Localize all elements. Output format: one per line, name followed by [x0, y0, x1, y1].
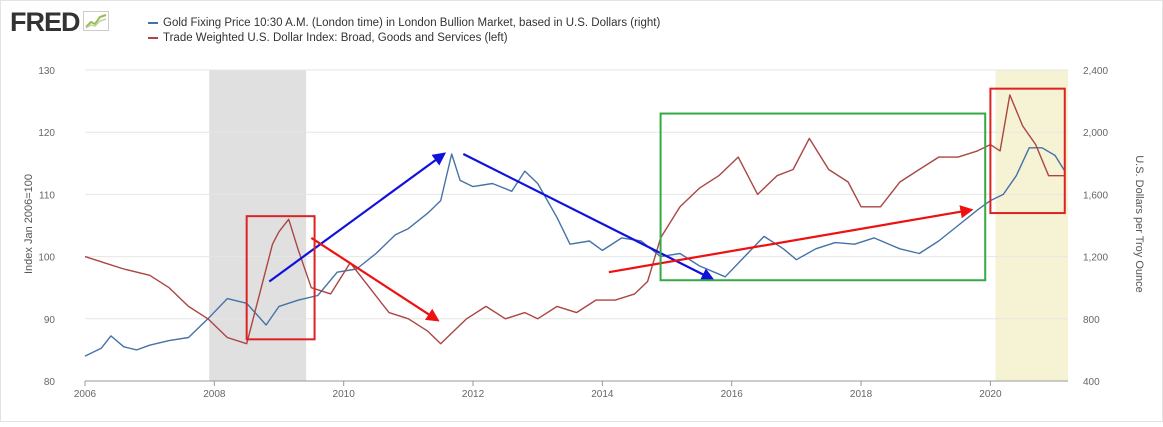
- y-left-tick-label: 100: [38, 253, 55, 264]
- legend-item-gold[interactable]: Gold Fixing Price 10:30 A.M. (London tim…: [148, 15, 660, 30]
- y-right-tick-label: 1,200: [1083, 253, 1108, 264]
- annotation-arrow-red: [608, 205, 974, 274]
- chart-svg: 80 400 90 800 100 1,200 110 1,600 120 2,000 130 2,4…: [23, 66, 1145, 400]
- y-left-tick-label: 90: [44, 315, 56, 326]
- annotation-box-red: [245, 215, 316, 341]
- chart-header: FRED Gold Fixing Price 10:30 A.M. (Londo…: [0, 0, 1163, 54]
- x-tick-label: 2012: [462, 389, 485, 400]
- y-right-tick-label: 1,600: [1083, 190, 1108, 201]
- shaded-band-1: [995, 70, 1068, 381]
- x-tick-label: 2016: [721, 389, 744, 400]
- dollar-index-line: [84, 94, 1065, 345]
- y-left-tick-label: 80: [44, 377, 56, 388]
- annotation-arrow-red: [310, 237, 440, 322]
- series-layer: [84, 94, 1066, 357]
- axis-layer: 80 400 90 800 100 1,200 110 1,600 120 2,000 130 2,4…: [38, 66, 1108, 400]
- y-axis-label-left: Index Jan 2006=100: [23, 174, 35, 274]
- chart-area: 80 400 90 800 100 1,200 110 1,600 120 2,000 130 2,4…: [0, 54, 1163, 422]
- chart-legend: Gold Fixing Price 10:30 A.M. (London tim…: [148, 15, 660, 45]
- legend-swatch-usd: [148, 36, 158, 39]
- legend-item-usd[interactable]: Trade Weighted U.S. Dollar Index: Broad,…: [148, 30, 660, 45]
- y-right-tick-label: 2,000: [1083, 128, 1108, 139]
- y-left-tick-label: 110: [39, 190, 55, 201]
- fred-chart-icon: [82, 11, 109, 36]
- annotation-arrow-blue: [462, 152, 715, 281]
- gold-price-line: [84, 147, 1066, 357]
- y-axis-label-right: U.S. Dollars per Troy Ounce: [1133, 155, 1145, 293]
- legend-label-usd: Trade Weighted U.S. Dollar Index: Broad,…: [163, 31, 508, 44]
- annotation-layer: [245, 87, 1066, 341]
- annotation-box-red: [989, 87, 1066, 215]
- y-left-tick-label: 130: [38, 66, 55, 77]
- fred-logo-text: FRED: [10, 7, 80, 37]
- x-tick-label: 2018: [850, 389, 873, 400]
- annotation-box-green: [659, 112, 987, 282]
- x-tick-label: 2010: [333, 389, 356, 400]
- legend-swatch-gold: [148, 21, 158, 24]
- fred-logo[interactable]: FRED: [10, 7, 109, 43]
- x-tick-label: 2020: [979, 389, 1002, 400]
- background-layer: [209, 70, 1068, 381]
- y-right-tick-label: 2,400: [1083, 66, 1108, 77]
- x-tick-label: 2014: [591, 389, 614, 400]
- y-right-tick-label: 400: [1083, 377, 1100, 388]
- legend-label-gold: Gold Fixing Price 10:30 A.M. (London tim…: [163, 16, 661, 29]
- annotation-arrow-blue: [268, 152, 447, 283]
- y-right-tick-label: 800: [1083, 315, 1100, 326]
- x-tick-label: 2006: [74, 389, 97, 400]
- y-left-tick-label: 120: [38, 128, 55, 139]
- x-tick-label: 2008: [203, 389, 226, 400]
